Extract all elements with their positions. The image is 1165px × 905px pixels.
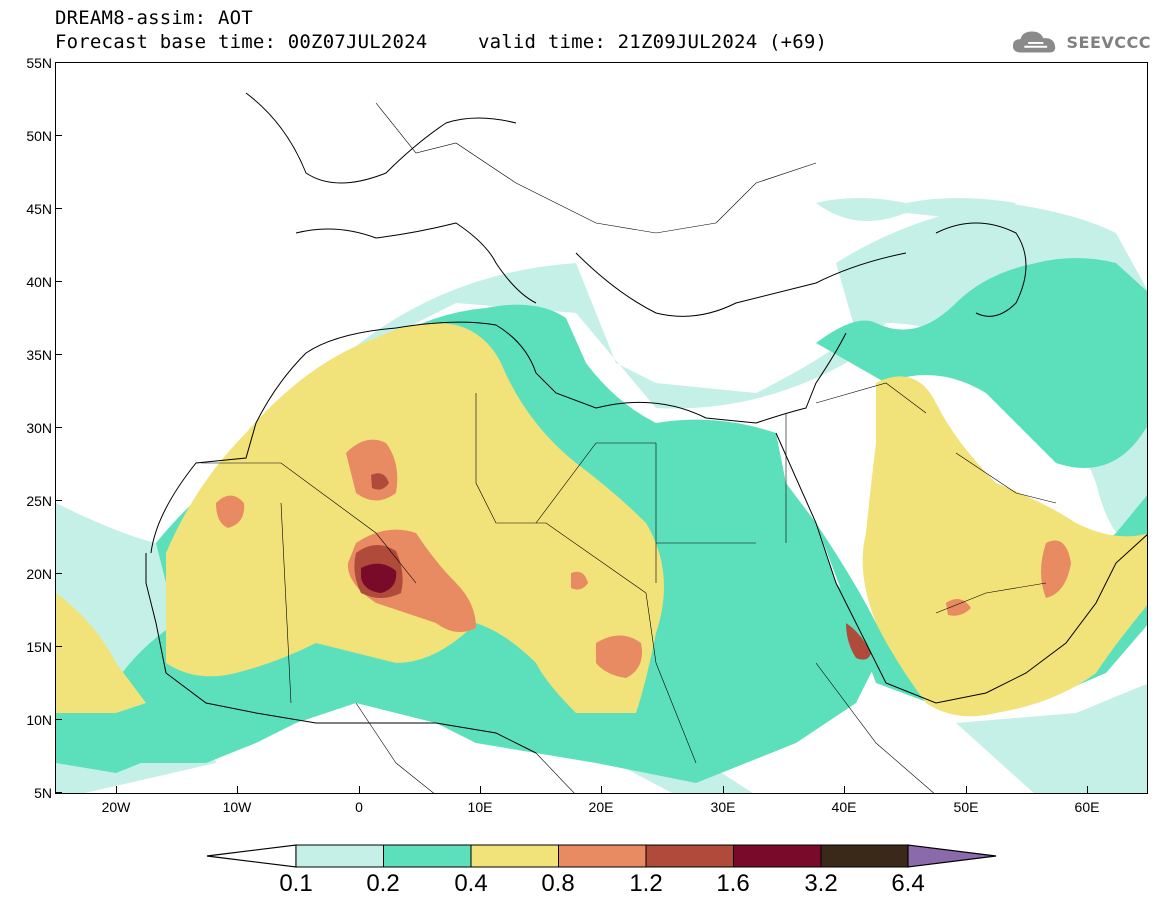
- lon-label-0: 0: [355, 799, 363, 815]
- colorbar-segment: [295, 844, 384, 868]
- lon-label-10e: 10E: [467, 799, 493, 815]
- lat-label-15n: 15N: [26, 639, 52, 655]
- lat-label-50n: 50N: [26, 128, 52, 144]
- aot-field: [56, 92, 1147, 793]
- lat-label-35n: 35N: [26, 347, 52, 363]
- colorbar-segment: [820, 844, 909, 868]
- coastlines: [145, 92, 1147, 754]
- lon-tick: [116, 786, 117, 793]
- colorbar-segment: [645, 844, 734, 868]
- colorbar-label-0.8: 0.8: [541, 870, 575, 897]
- colorbar-label-0.1: 0.1: [279, 870, 313, 897]
- lat-tick: [55, 427, 62, 428]
- colorbar-segments: [295, 844, 909, 868]
- aot-1.6-band: [361, 563, 397, 593]
- lat-tick: [55, 354, 62, 355]
- colorbar-segment: [733, 844, 822, 868]
- colorbar-label-0.4: 0.4: [454, 870, 488, 897]
- lon-label-60e: 60E: [1074, 799, 1100, 815]
- colorbar-label-6.4: 6.4: [891, 870, 925, 897]
- colorbar-upper-arrow: [907, 844, 997, 868]
- lon-label-40e: 40E: [831, 799, 857, 815]
- lon-tick: [844, 786, 845, 793]
- lon-label-20e: 20E: [588, 799, 614, 815]
- colorbar-segment: [470, 844, 559, 868]
- seevccc-logo: SEEVCCC: [1011, 22, 1151, 62]
- cloud-icon: [1012, 31, 1056, 53]
- lat-label-30n: 30N: [26, 420, 52, 436]
- lat-label-55n: 55N: [26, 55, 52, 71]
- lon-label-50e: 50E: [953, 799, 979, 815]
- forecast-base-time: Forecast base time: 00Z07JUL2024: [55, 31, 428, 53]
- lat-label-45n: 45N: [26, 201, 52, 217]
- aot-0.4-band: [56, 323, 1147, 717]
- colorbar-label-1.2: 1.2: [629, 870, 663, 897]
- lon-label-10w: 10W: [222, 799, 252, 815]
- lat-tick: [55, 646, 62, 647]
- lat-label-40n: 40N: [26, 274, 52, 290]
- lat-label-25n: 25N: [26, 493, 52, 509]
- logo-text: SEEVCCC: [1066, 32, 1151, 52]
- lat-tick: [55, 792, 62, 793]
- lon-tick: [359, 786, 360, 793]
- colorbar-segment: [383, 844, 472, 868]
- lat-tick: [55, 135, 62, 136]
- lon-tick: [966, 786, 967, 793]
- lat-tick: [55, 281, 62, 282]
- lat-tick: [55, 719, 62, 720]
- lon-tick: [1087, 786, 1088, 793]
- colorbar-label-1.6: 1.6: [716, 870, 750, 897]
- lon-tick: [723, 786, 724, 793]
- colorbar-label-0.2: 0.2: [366, 870, 400, 897]
- lat-tick: [55, 208, 62, 209]
- lon-tick: [480, 786, 481, 793]
- colorbar-label-3.2: 3.2: [804, 870, 838, 897]
- lon-tick: [601, 786, 602, 793]
- map-title: DREAM8-assim: AOT: [55, 7, 253, 29]
- lat-tick: [55, 500, 62, 501]
- aot-map: [55, 62, 1148, 794]
- lat-tick: [55, 573, 62, 574]
- lon-label-20w: 20W: [101, 799, 131, 815]
- valid-time: valid time: 21Z09JUL2024 (+69): [478, 31, 828, 53]
- lon-tick: [237, 786, 238, 793]
- colorbar-segment: [558, 844, 647, 868]
- colorbar-lower-arrow: [206, 844, 297, 868]
- lat-label-20n: 20N: [26, 566, 52, 582]
- lat-tick: [55, 62, 62, 63]
- country-borders: [201, 102, 1057, 793]
- lon-label-30e: 30E: [710, 799, 736, 815]
- lat-label-10n: 10N: [26, 712, 52, 728]
- lat-label-5n: 5N: [34, 785, 52, 801]
